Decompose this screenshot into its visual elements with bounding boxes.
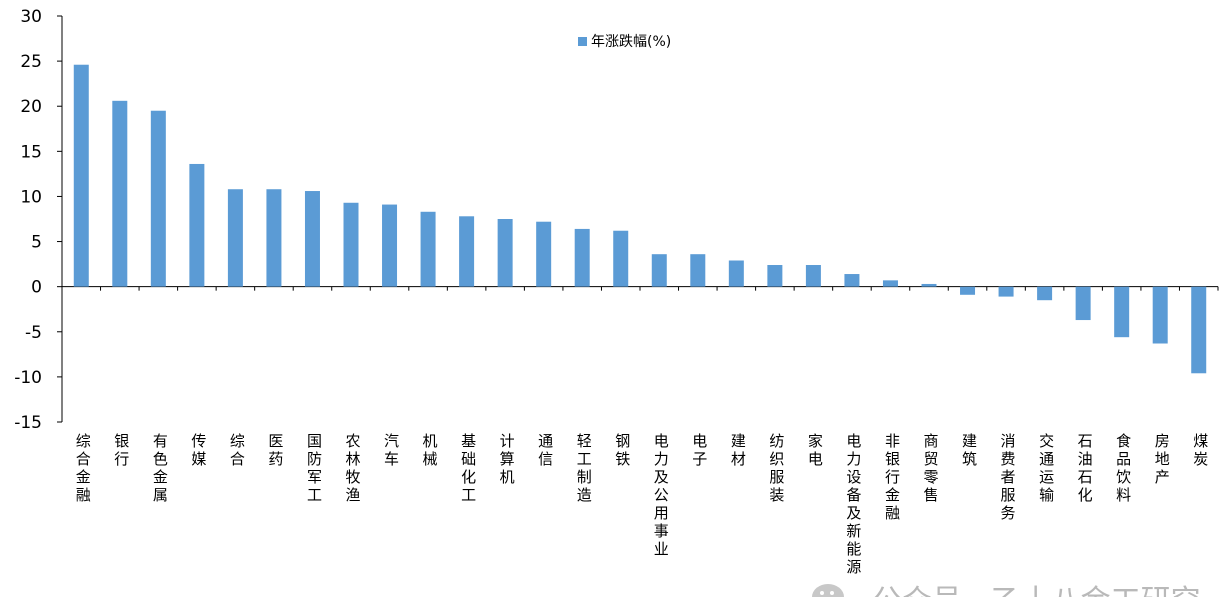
- bar: [382, 204, 398, 287]
- bar: [1037, 286, 1053, 301]
- legend-label: 年涨跌幅(%): [591, 34, 671, 50]
- bar: [613, 230, 629, 287]
- bar: [266, 189, 282, 287]
- bar: [921, 283, 937, 287]
- x-category-label: 电子: [692, 432, 707, 468]
- watermark: 公众号 · 乙十八金工研究: [812, 584, 1201, 597]
- bar: [227, 189, 243, 287]
- bar: [844, 274, 860, 287]
- x-category-label: 食品饮料: [1116, 432, 1131, 504]
- bar: [690, 254, 706, 287]
- bar: [998, 286, 1014, 297]
- x-category-label: 国防军工: [307, 432, 322, 504]
- x-category-label: 石油石化: [1078, 432, 1093, 504]
- bar: [1075, 286, 1091, 321]
- y-tick-label: -15: [14, 413, 42, 433]
- watermark-text: 公众号 · 乙十八金工研究: [872, 584, 1201, 597]
- x-category-label: 煤炭: [1193, 432, 1208, 468]
- x-category-label: 农林牧渔: [345, 432, 360, 504]
- x-category-label: 基础化工: [461, 432, 476, 504]
- bar: [73, 64, 89, 287]
- x-category-label: 房地产: [1155, 432, 1170, 486]
- x-category-label: 商贸零售: [923, 432, 938, 504]
- bar: [536, 221, 552, 287]
- y-tick-label: 0: [31, 278, 42, 298]
- bar: [343, 202, 359, 287]
- bar: [574, 228, 590, 287]
- x-category-label: 通信: [538, 432, 553, 468]
- bar: [459, 216, 475, 287]
- bar: [1152, 286, 1168, 344]
- x-category-label: 传媒: [191, 432, 206, 468]
- x-category-label: 汽车: [384, 432, 399, 468]
- y-tick-label: -5: [25, 323, 42, 343]
- x-category-label: 综合: [230, 432, 245, 468]
- x-category-label: 电力设备及新能源: [846, 432, 861, 576]
- x-category-label: 家电: [808, 432, 823, 468]
- bar: [304, 191, 320, 287]
- chart-axes: [57, 15, 1219, 423]
- x-category-label: 建材: [731, 432, 746, 468]
- wechat-icon: [812, 584, 844, 597]
- chart-bars: [73, 64, 1207, 374]
- x-category-label: 银行: [114, 432, 129, 468]
- x-category-label: 非银行金融: [885, 432, 900, 522]
- y-tick-label: 25: [20, 52, 42, 72]
- bar: [651, 254, 667, 287]
- y-tick-label: 20: [20, 97, 42, 117]
- bar: [882, 280, 898, 287]
- y-tick-label: 15: [20, 142, 42, 162]
- bar: [805, 265, 821, 287]
- bar: [189, 163, 205, 287]
- y-tick-label: 5: [31, 233, 42, 253]
- y-tick-label: -10: [14, 368, 42, 388]
- legend: 年涨跌幅(%): [578, 34, 671, 50]
- x-category-label: 有色金属: [153, 432, 168, 504]
- bar: [960, 286, 976, 295]
- x-category-label: 医药: [268, 432, 283, 468]
- bar: [767, 265, 783, 287]
- x-category-label: 综合金融: [76, 432, 91, 504]
- x-category-label: 纺织服装: [769, 432, 784, 504]
- x-category-label: 轻工制造: [577, 432, 592, 504]
- x-category-label: 机械: [423, 432, 438, 468]
- bar: [1191, 286, 1207, 374]
- bar: [420, 211, 436, 287]
- x-category-label: 钢铁: [615, 432, 630, 468]
- x-category-label: 消费者服务: [1001, 432, 1016, 522]
- y-tick-label: 10: [20, 187, 42, 207]
- bar: [112, 100, 128, 287]
- x-category-label: 电力及公用事业: [654, 432, 669, 558]
- y-tick-label: 30: [20, 7, 42, 27]
- y-axis-tick-labels: 30 25 20 15 10 5 0 -5 -10 -15: [14, 7, 42, 433]
- x-category-label: 计算机: [500, 432, 515, 486]
- bar: [150, 110, 166, 287]
- bar: [1114, 286, 1130, 338]
- bar: [497, 219, 513, 287]
- legend-swatch: [578, 37, 587, 46]
- x-category-label: 交通运输: [1039, 432, 1054, 504]
- bar: [728, 260, 744, 287]
- x-category-label: 建筑: [962, 432, 977, 468]
